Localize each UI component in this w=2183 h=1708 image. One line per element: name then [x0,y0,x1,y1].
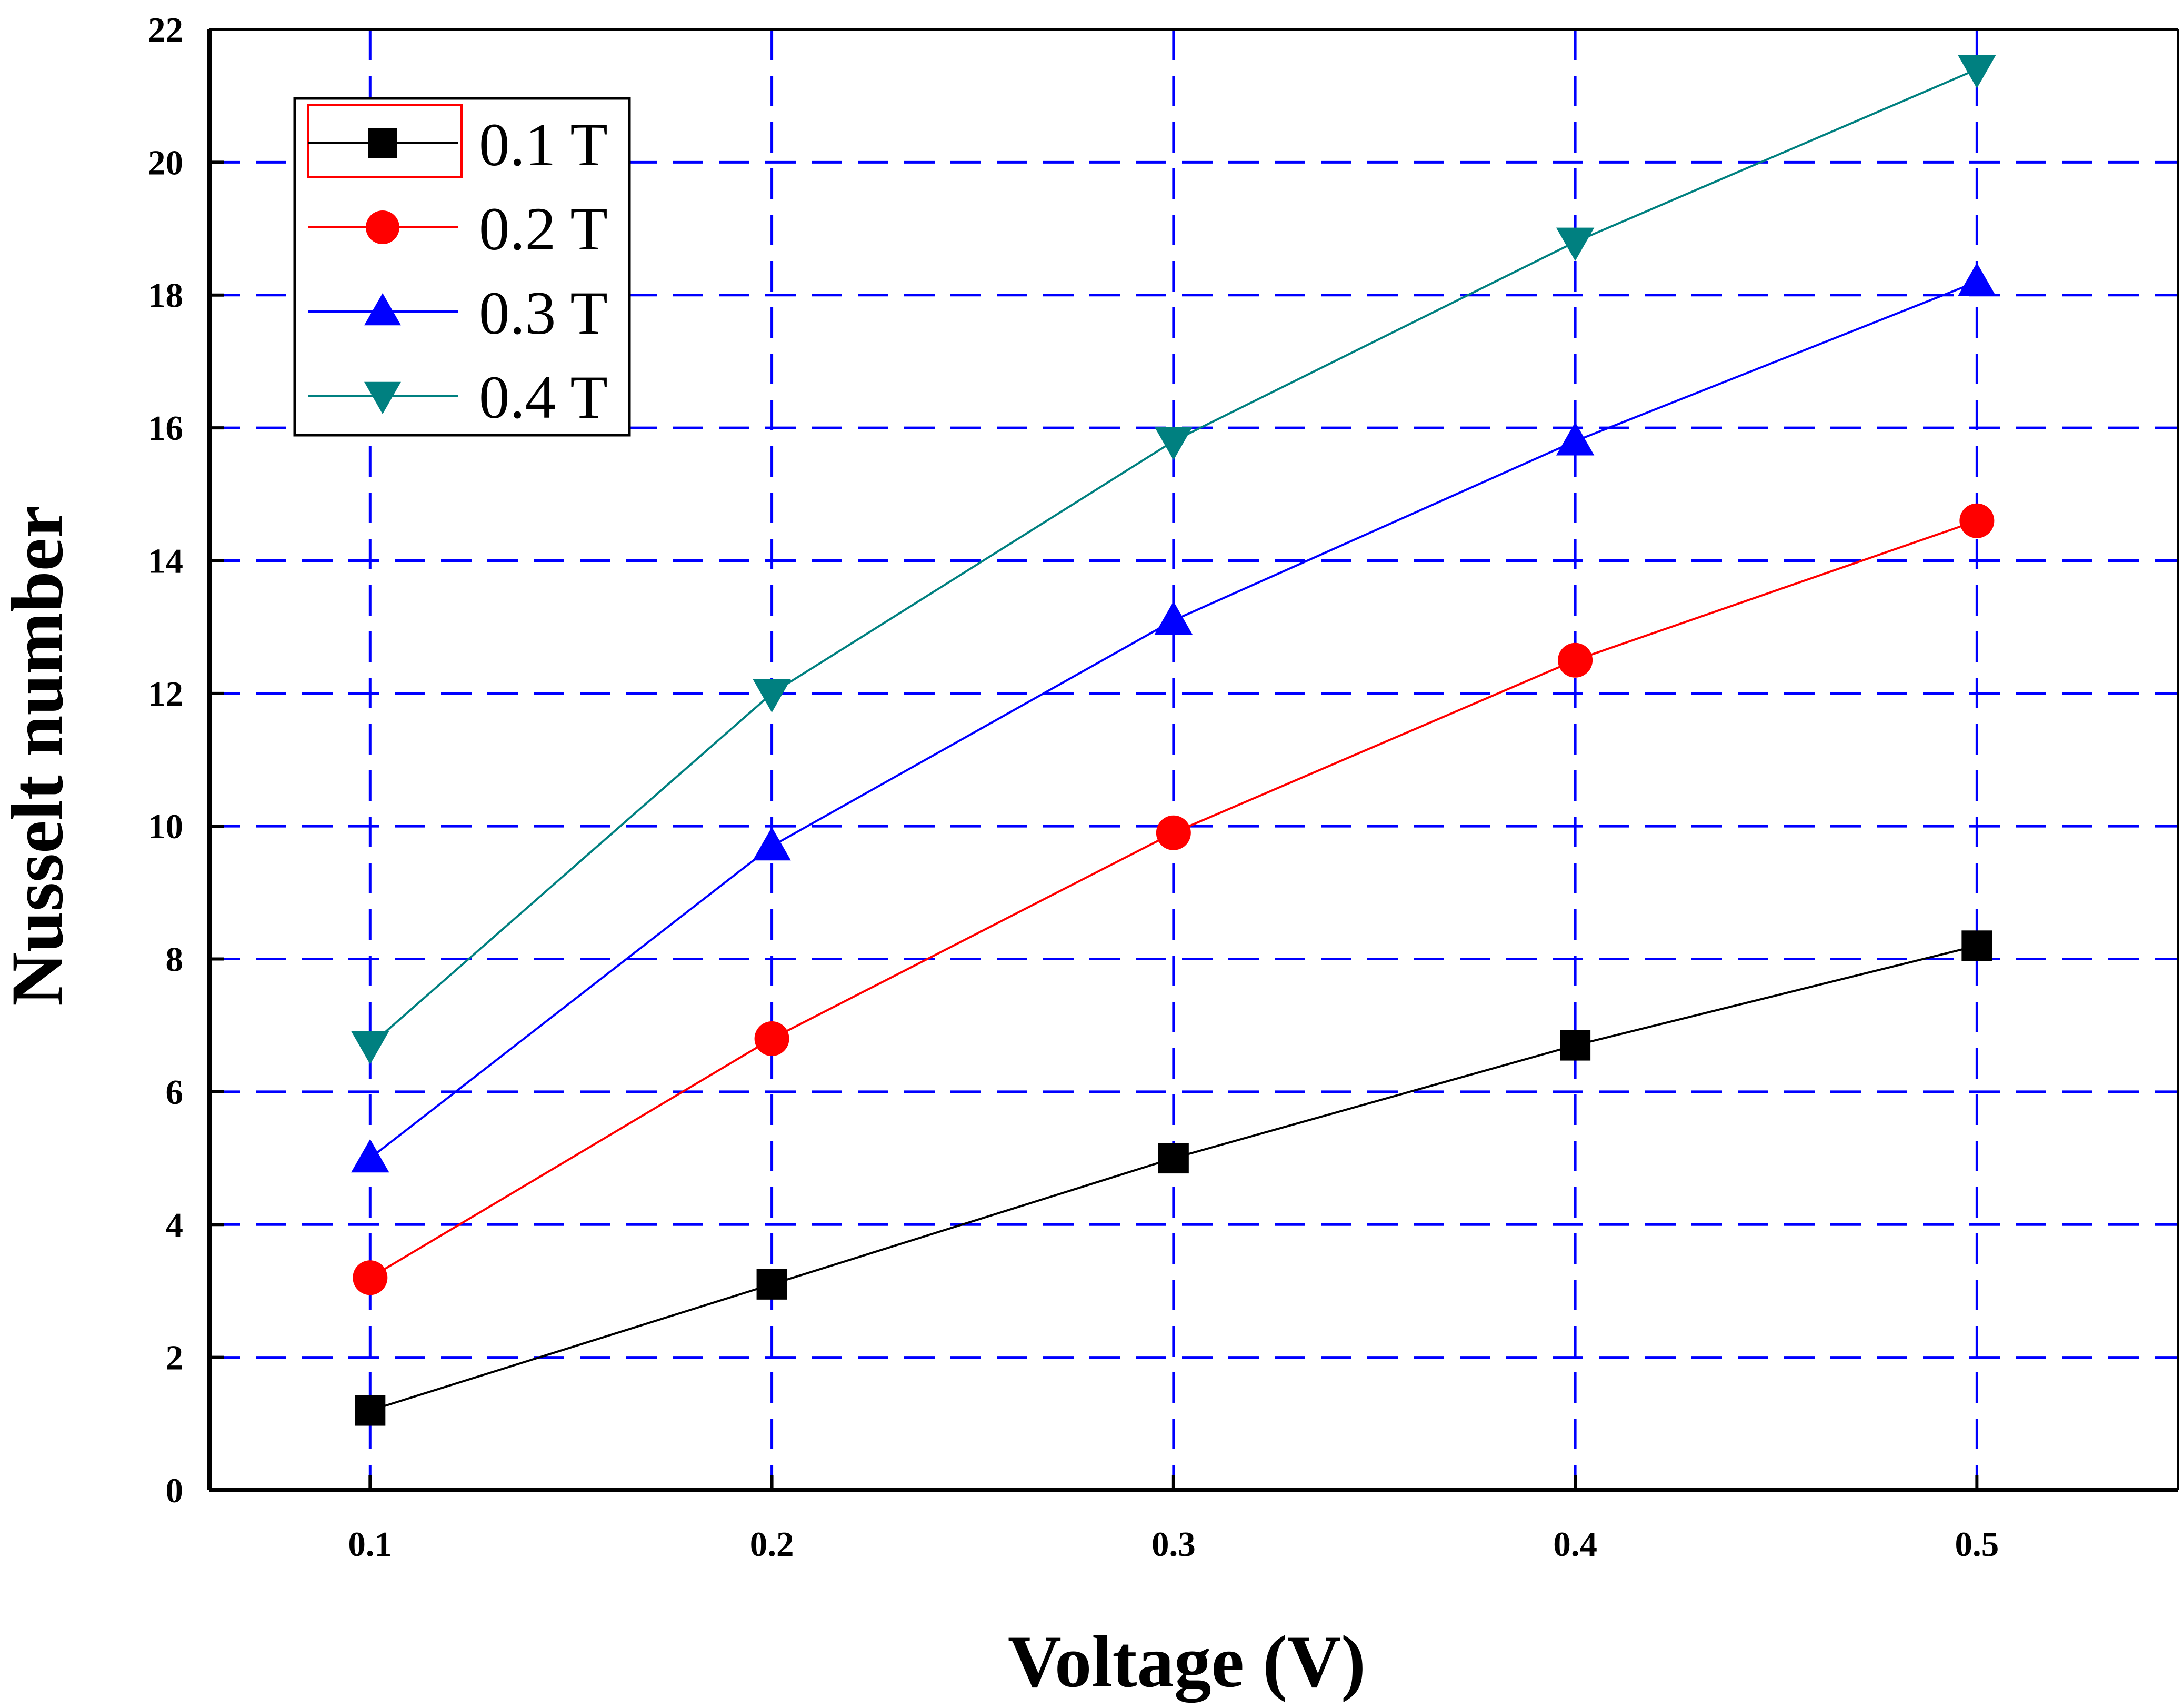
y-tick-label: 20 [148,143,183,182]
data-point-s2 [353,1260,388,1295]
y-tick-label: 2 [166,1339,184,1378]
x-tick-label: 0.2 [750,1525,794,1564]
legend-highlight-box [307,104,463,178]
legend-marker-3 [364,293,401,326]
y-tick-label: 12 [148,675,183,714]
data-point-s4 [753,679,791,713]
legend-label-2: 0.2 T [479,195,608,263]
legend-label-3: 0.3 T [479,279,608,347]
legend-label-4: 0.4 T [479,364,608,431]
data-point-s1 [1560,1030,1591,1061]
y-tick-label: 18 [148,276,183,315]
data-point-s4 [1958,55,1996,88]
y-tick-label: 16 [148,409,183,448]
data-point-s3 [753,827,791,861]
data-point-s2 [1959,503,1995,538]
data-point-s3 [1154,601,1193,635]
y-tick-label: 14 [148,541,183,580]
data-point-s3 [1556,422,1595,456]
legend-marker-1 [368,128,397,158]
legend: 0.1 T 0.2 T 0.3 T 0.4 T [293,97,631,437]
data-point-s1 [1961,930,1992,961]
data-point-s2 [1156,815,1191,850]
axes: 0 2 4 6 8 10 12 14 16 18 20 22 0.1 0.2 0.3 0.4 0.5 [148,11,2179,1564]
data-point-s3 [1958,263,1996,296]
y-tick-label: 4 [166,1205,184,1244]
legend-label-1: 0.1 T [479,111,608,179]
data-point-s1 [756,1269,787,1300]
x-axis-title: Voltage (V) [1008,1621,1366,1703]
y-tick-label: 6 [166,1073,184,1112]
legend-marker-2 [366,210,399,244]
legend-marker-4 [364,381,401,414]
data-point-s2 [754,1021,789,1056]
plot-area [351,55,1996,1426]
data-point-s2 [1558,642,1593,678]
x-tick-label: 0.4 [1553,1525,1597,1564]
x-tick-label: 0.1 [348,1525,392,1564]
data-point-s1 [355,1395,386,1426]
x-tick-label: 0.3 [1151,1525,1196,1564]
y-tick-label: 0 [166,1471,184,1510]
y-axis-title: Nusselt number [0,505,78,1006]
data-point-s3 [351,1139,389,1173]
data-point-s4 [1154,427,1193,460]
data-point-s4 [351,1031,389,1064]
y-tick-label: 22 [148,11,183,49]
data-point-s4 [1556,227,1595,262]
y-tick-label: 8 [166,940,184,979]
x-tick-label: 0.5 [1955,1525,1999,1564]
data-point-s1 [1158,1143,1189,1174]
y-tick-label: 10 [148,807,183,846]
